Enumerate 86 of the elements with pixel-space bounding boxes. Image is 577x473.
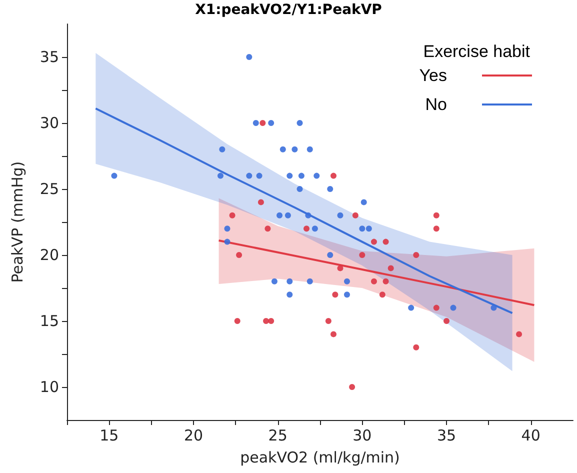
point bbox=[312, 226, 318, 232]
point bbox=[268, 120, 274, 126]
y-tick-label: 35 bbox=[40, 48, 59, 66]
point bbox=[366, 226, 372, 232]
point bbox=[337, 212, 344, 218]
point bbox=[352, 212, 358, 218]
point bbox=[433, 226, 440, 232]
x-tick-label: 40 bbox=[521, 426, 540, 444]
x-tick-label: 15 bbox=[100, 426, 119, 444]
y-tick-label: 30 bbox=[40, 114, 59, 132]
chart-title: X1:peakVO2/Y1:PeakVP bbox=[195, 2, 382, 18]
point bbox=[516, 331, 522, 338]
point bbox=[111, 172, 118, 179]
point bbox=[268, 318, 274, 324]
y-tick-label: 20 bbox=[40, 246, 59, 264]
point bbox=[388, 265, 394, 272]
x-tick-label: 35 bbox=[436, 426, 456, 444]
point bbox=[229, 212, 236, 218]
point bbox=[382, 278, 389, 284]
point bbox=[264, 226, 271, 232]
point bbox=[246, 54, 252, 60]
point bbox=[332, 292, 338, 298]
point bbox=[298, 172, 304, 179]
point bbox=[337, 265, 344, 272]
point bbox=[236, 252, 242, 258]
point bbox=[349, 384, 356, 390]
legend-label: No bbox=[425, 95, 447, 114]
point bbox=[224, 238, 230, 245]
y-tick-label: 15 bbox=[40, 312, 59, 330]
point bbox=[234, 318, 240, 324]
point bbox=[344, 292, 350, 298]
point bbox=[314, 172, 320, 179]
point bbox=[258, 199, 264, 206]
line-series bbox=[218, 239, 536, 306]
point bbox=[271, 278, 278, 284]
point bbox=[330, 331, 336, 338]
x-axis-title: peakVO2 (ml/kg/min) bbox=[240, 448, 400, 466]
point bbox=[306, 146, 313, 152]
x-tick-label: 20 bbox=[184, 426, 204, 444]
point bbox=[327, 186, 334, 192]
point bbox=[246, 172, 252, 179]
point bbox=[217, 172, 224, 179]
point bbox=[284, 212, 291, 218]
point bbox=[280, 146, 286, 152]
y-tick-label: 10 bbox=[40, 378, 59, 396]
point bbox=[359, 252, 366, 258]
point bbox=[413, 252, 420, 258]
y-axis-title: PeakVP (mmHg) bbox=[8, 161, 26, 283]
point bbox=[382, 238, 389, 245]
point bbox=[306, 278, 313, 284]
point bbox=[224, 226, 230, 232]
x-tick-label: 30 bbox=[352, 426, 372, 444]
point bbox=[263, 318, 270, 324]
point bbox=[408, 304, 414, 311]
point bbox=[360, 199, 367, 206]
point bbox=[379, 292, 386, 298]
point bbox=[444, 318, 450, 324]
point bbox=[256, 172, 262, 179]
y-tick-label: 25 bbox=[40, 180, 59, 198]
point bbox=[433, 304, 440, 311]
point bbox=[450, 304, 456, 311]
legend-label: Yes bbox=[419, 66, 447, 85]
x-tick-label: 25 bbox=[268, 426, 288, 444]
point bbox=[330, 172, 336, 179]
point bbox=[219, 146, 226, 152]
point bbox=[260, 120, 266, 126]
point bbox=[433, 212, 440, 218]
point bbox=[286, 278, 293, 284]
point bbox=[296, 120, 303, 126]
point bbox=[304, 226, 310, 232]
point bbox=[370, 278, 377, 284]
point bbox=[252, 120, 259, 126]
point bbox=[292, 146, 298, 152]
point bbox=[305, 212, 312, 218]
point bbox=[327, 252, 334, 258]
point bbox=[344, 278, 350, 284]
point bbox=[296, 186, 303, 192]
point bbox=[490, 304, 497, 311]
point bbox=[286, 172, 293, 179]
point bbox=[359, 226, 366, 232]
legend-title: Exercise habit bbox=[423, 42, 530, 61]
point bbox=[370, 238, 377, 245]
point bbox=[325, 318, 332, 324]
point bbox=[413, 344, 420, 350]
point bbox=[286, 292, 293, 298]
point bbox=[276, 212, 283, 218]
